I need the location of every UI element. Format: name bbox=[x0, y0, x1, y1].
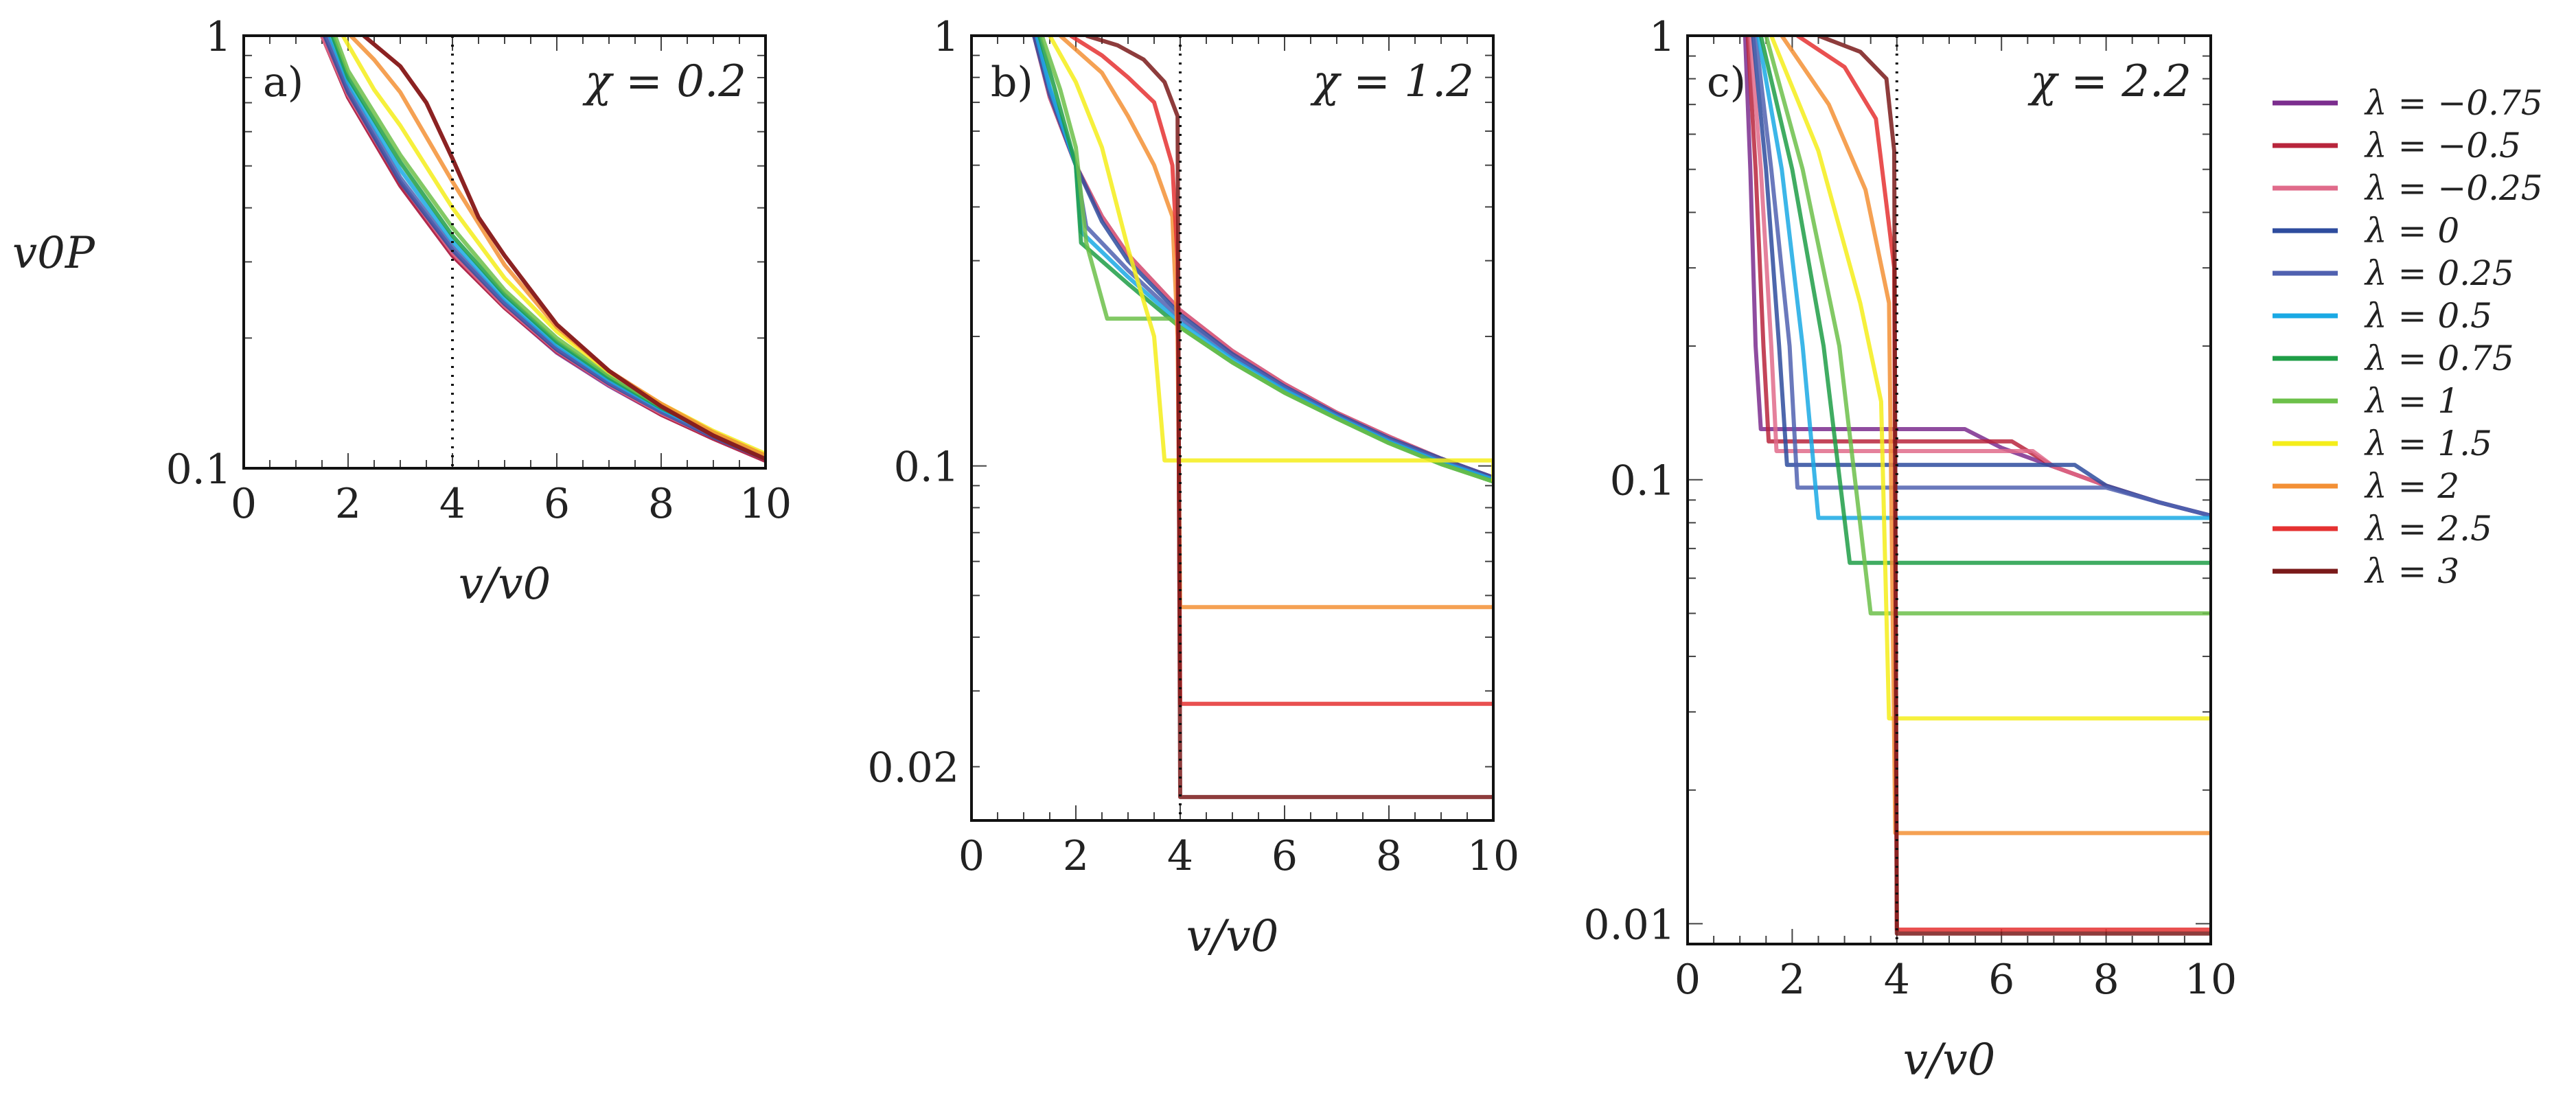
x-tick-label: 4 bbox=[1167, 832, 1193, 880]
x-tick-label: 10 bbox=[2185, 956, 2237, 1004]
x-tick-label: 2 bbox=[335, 480, 361, 528]
legend-label: λ = 0.75 bbox=[2364, 338, 2514, 378]
y-tick-label: 1 bbox=[933, 13, 959, 61]
x-axis-label: v/v0 bbox=[1903, 1035, 1996, 1085]
x-tick-label: 0 bbox=[231, 480, 257, 528]
legend-label: λ = −0.25 bbox=[2364, 168, 2543, 208]
x-tick-label: 2 bbox=[1779, 956, 1805, 1004]
legend-label: λ = 2.5 bbox=[2364, 509, 2492, 549]
series-line bbox=[1059, 36, 1493, 610]
x-tick-label: 6 bbox=[1272, 832, 1298, 880]
panel-b: 0 2 4 6 8 10 1 0.1 0.02 v/v0 b) χ = 1.2 bbox=[867, 13, 1519, 962]
series-line bbox=[1085, 36, 1493, 799]
series-group bbox=[320, 36, 766, 463]
series-line bbox=[1764, 36, 2211, 616]
panel-tag: a) bbox=[263, 58, 303, 106]
x-tick-label: 0 bbox=[958, 832, 985, 880]
legend-label: λ = −0.5 bbox=[2364, 126, 2521, 165]
x-tick-label: 10 bbox=[739, 480, 792, 528]
series-group bbox=[1032, 36, 1493, 799]
series-line bbox=[1751, 36, 2211, 518]
legend-label: λ = 3 bbox=[2364, 551, 2459, 591]
legend-label: λ = 1.5 bbox=[2364, 424, 2492, 463]
series-line bbox=[1748, 36, 2211, 518]
y-tick-label: 0.1 bbox=[1610, 457, 1675, 505]
series-line bbox=[1048, 36, 1493, 482]
y-tick-label: 1 bbox=[1649, 13, 1675, 61]
series-line bbox=[1745, 36, 2211, 518]
series-line bbox=[1769, 36, 2211, 721]
series-line bbox=[362, 36, 766, 461]
panel-c: 0 2 4 6 8 10 1 0.1 0.01 v/v0 c) χ = 2.2 bbox=[1583, 13, 2237, 1085]
series-line bbox=[1817, 36, 2211, 936]
y-axis-label: v0P bbox=[12, 228, 95, 279]
y-tick-label: 1 bbox=[205, 13, 231, 61]
series-line bbox=[1743, 36, 2211, 518]
series-line bbox=[1756, 36, 2211, 520]
x-tick-label: 8 bbox=[1376, 832, 1402, 880]
x-tick-label: 6 bbox=[544, 480, 570, 528]
x-tick-label: 8 bbox=[648, 480, 674, 528]
plot-frame bbox=[242, 34, 767, 470]
x-tick-label: 8 bbox=[2093, 956, 2119, 1004]
series-line bbox=[1758, 36, 2211, 565]
y-tick-label: 0.01 bbox=[1583, 901, 1675, 949]
legend-label: λ = 0 bbox=[2364, 211, 2459, 251]
x-tick-label: 10 bbox=[1467, 832, 1519, 880]
x-axis-label: v/v0 bbox=[1186, 911, 1279, 962]
series-group bbox=[1743, 36, 2211, 936]
panel-tag: b) bbox=[991, 58, 1033, 106]
y-tick-label: 0.1 bbox=[166, 446, 231, 494]
x-tick-label: 2 bbox=[1063, 832, 1089, 880]
x-axis-label: v/v0 bbox=[459, 559, 551, 610]
x-tick-label: 4 bbox=[1884, 956, 1910, 1004]
chi-label: χ = 1.2 bbox=[1310, 56, 1474, 107]
series-line bbox=[349, 36, 766, 458]
legend-label: λ = 1 bbox=[2364, 381, 2459, 421]
chi-label: χ = 2.2 bbox=[2027, 56, 2192, 107]
series-line bbox=[1069, 36, 1493, 706]
series-line bbox=[1780, 36, 2211, 836]
x-tick-label: 0 bbox=[1675, 956, 1701, 1004]
series-line bbox=[1753, 36, 2211, 518]
legend: λ = −0.75λ = −0.5λ = −0.25λ = 0λ = 0.25λ… bbox=[2273, 83, 2543, 591]
y-tick-label: 0.1 bbox=[894, 444, 959, 492]
panel-tag: c) bbox=[1707, 58, 1746, 106]
x-tick-label: 4 bbox=[439, 480, 465, 528]
plot-frame bbox=[1686, 34, 2212, 945]
legend-label: λ = 0.5 bbox=[2364, 296, 2492, 336]
legend-label: λ = −0.75 bbox=[2364, 83, 2543, 123]
x-tick-label: 6 bbox=[1988, 956, 2014, 1004]
plot-frame bbox=[970, 34, 1495, 822]
legend-label: λ = 0.25 bbox=[2364, 253, 2514, 293]
legend-label: λ = 2 bbox=[2364, 466, 2459, 506]
panel-a: 0 2 4 6 8 10 1 0.1 v/v0 a) χ = 0.2 bbox=[166, 13, 792, 610]
y-tick-label: 0.02 bbox=[867, 744, 959, 792]
chi-label: χ = 0.2 bbox=[582, 56, 746, 107]
series-line bbox=[1796, 36, 2211, 932]
